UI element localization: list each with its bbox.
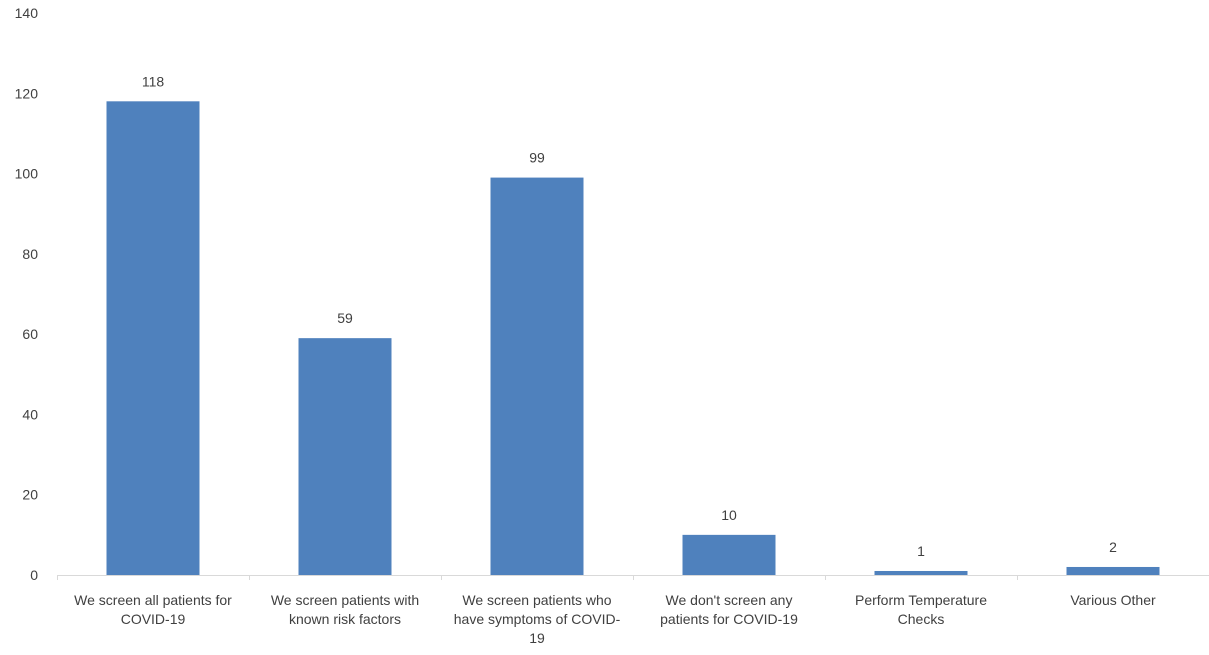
- bar: [490, 177, 584, 576]
- y-tick-label: 120: [15, 85, 39, 101]
- x-category-label-line: We screen patients who: [462, 592, 611, 608]
- x-category-label-line: We screen patients with: [271, 592, 419, 608]
- y-tick-label: 100: [15, 166, 39, 182]
- x-category-label-line: Various Other: [1070, 592, 1156, 608]
- bars-group: [106, 101, 1160, 576]
- bar: [874, 570, 968, 575]
- data-label: 118: [142, 73, 165, 89]
- x-category-label: We screen patients with known risk factor…: [271, 592, 419, 627]
- x-category-label-line: We don't screen any: [666, 592, 793, 608]
- y-tick-label: 0: [30, 567, 38, 583]
- y-tick-label: 20: [22, 487, 38, 503]
- x-category-label: Perform Temperature Checks: [855, 592, 987, 627]
- data-label: 1: [917, 543, 925, 559]
- y-tick-label: 60: [22, 326, 38, 342]
- x-category-label-line: have symptoms of COVID-: [454, 611, 621, 627]
- x-category-label-line: patients for COVID-19: [660, 611, 798, 627]
- y-axis-ticks: 0 20 40 60 80 100 120 140: [15, 5, 39, 583]
- data-label: 2: [1109, 539, 1117, 555]
- x-category-label: We screen patients who have symptoms of C…: [454, 592, 621, 646]
- bar: [1066, 566, 1160, 575]
- data-labels-group: 118 59 99 10 1 2: [142, 73, 1117, 559]
- y-tick-label: 80: [22, 246, 38, 262]
- x-category-label-line: Checks: [898, 611, 945, 627]
- y-tick-label: 40: [22, 406, 38, 422]
- x-category-label-line: known risk factors: [289, 611, 401, 627]
- data-label: 99: [529, 150, 545, 166]
- x-axis: [57, 575, 1209, 580]
- data-label: 59: [337, 310, 353, 326]
- x-category-label: We screen all patients for COVID-19: [74, 592, 232, 627]
- x-category-label-line: 19: [529, 630, 545, 646]
- x-category-label: Various Other: [1070, 592, 1156, 608]
- bar: [298, 338, 392, 575]
- data-label: 10: [721, 507, 737, 523]
- x-category-label-line: We screen all patients for: [74, 592, 232, 608]
- x-category-label-line: COVID-19: [121, 611, 186, 627]
- x-category-label-line: Perform Temperature: [855, 592, 987, 608]
- bar: [682, 534, 776, 575]
- y-tick-label: 140: [15, 5, 39, 21]
- x-category-label: We don't screen any patients for COVID-19: [660, 592, 798, 627]
- bar: [106, 101, 200, 576]
